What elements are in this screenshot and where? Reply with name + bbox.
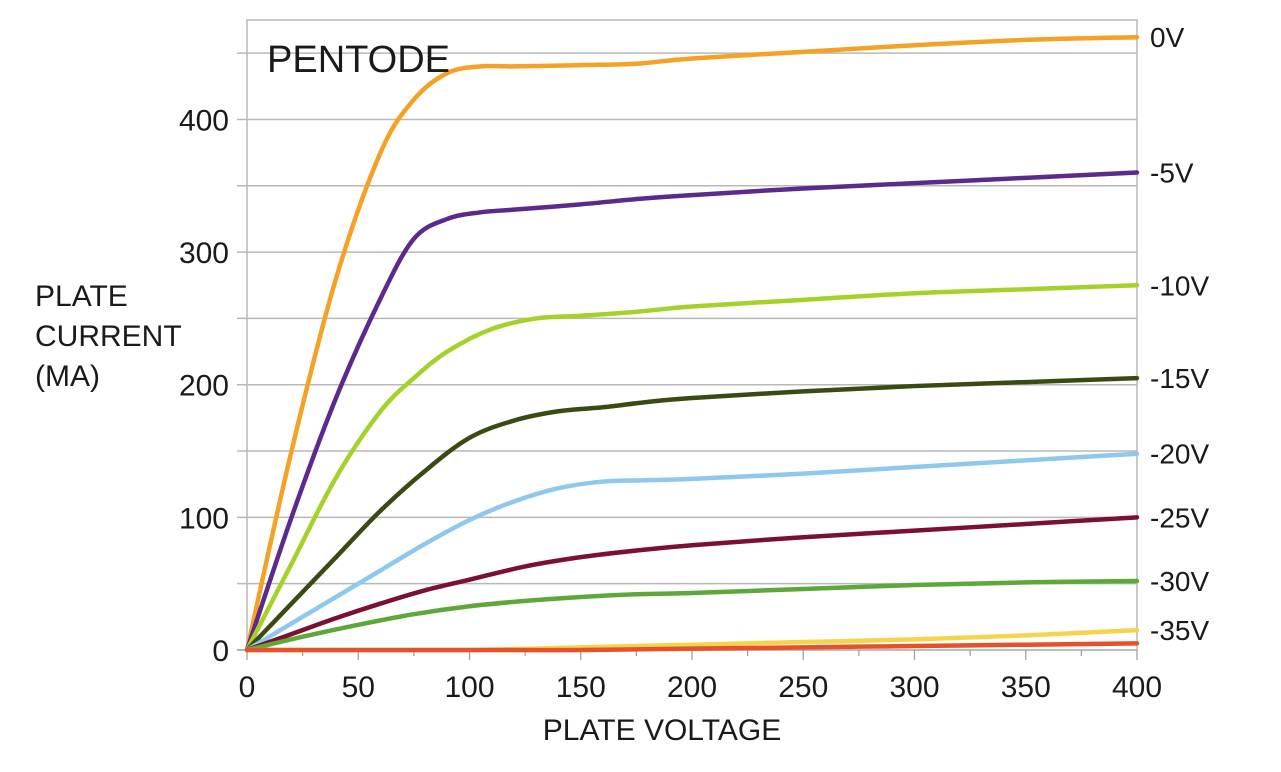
series-line-0V — [244, 34, 1140, 653]
x-tick-label-150: 150 — [556, 671, 606, 704]
chart-title: PENTODE — [267, 39, 450, 81]
series-label-m15V: -15V — [1150, 363, 1209, 394]
y-tick-label-200: 200 — [179, 370, 229, 403]
y-tick-label-0: 0 — [212, 635, 229, 668]
y-axis-label-line-1: PLATE — [35, 280, 128, 313]
series-line-m25V — [244, 515, 1140, 653]
series-label-m5V: -5V — [1150, 158, 1194, 189]
x-tick-label-350: 350 — [1001, 671, 1051, 704]
x-tick-label-300: 300 — [889, 671, 939, 704]
x-tick-label-200: 200 — [667, 671, 717, 704]
x-tick-label-100: 100 — [444, 671, 494, 704]
series-line-m5V — [244, 170, 1140, 653]
series-line-m10V — [244, 283, 1140, 653]
x-tick-label-0: 0 — [239, 671, 256, 704]
series-label-m20V: -20V — [1150, 439, 1209, 470]
y-tick-label-400: 400 — [179, 104, 229, 137]
plot-frame — [246, 19, 1138, 651]
x-tick-label-400: 400 — [1112, 671, 1162, 704]
series-line-m15V — [244, 375, 1140, 653]
series-label-0V: 0V — [1150, 22, 1185, 53]
series-label-layer: 0V -5V -10V -15V -20V -25V -30V -35V — [1150, 22, 1209, 646]
series-label-m10V: -10V — [1150, 270, 1209, 301]
y-axis-label-line-2: CURRENT — [35, 320, 182, 353]
y-axis-label-line-3: (MA) — [35, 360, 100, 393]
grid-layer — [237, 52, 1137, 651]
series-label-m30V: -30V — [1150, 566, 1209, 597]
series-line-unlabeled-8 — [244, 641, 1140, 653]
series-label-m35V: -35V — [1150, 615, 1209, 646]
y-tick-label-300: 300 — [179, 237, 229, 270]
x-tick-label-50: 50 — [342, 671, 375, 704]
series-label-m25V: -25V — [1150, 502, 1209, 533]
series-line-m20V — [244, 451, 1140, 653]
series-line-m30V — [244, 578, 1140, 653]
series-layer — [244, 34, 1140, 653]
y-tick-label-100: 100 — [179, 502, 229, 535]
x-axis-label: PLATE VOLTAGE — [543, 714, 781, 747]
tick-label-layer: 0 50 100 150 200 250 300 350 400 0 100 200 300 400 — [179, 104, 1162, 704]
x-tick-label-250: 250 — [778, 671, 828, 704]
